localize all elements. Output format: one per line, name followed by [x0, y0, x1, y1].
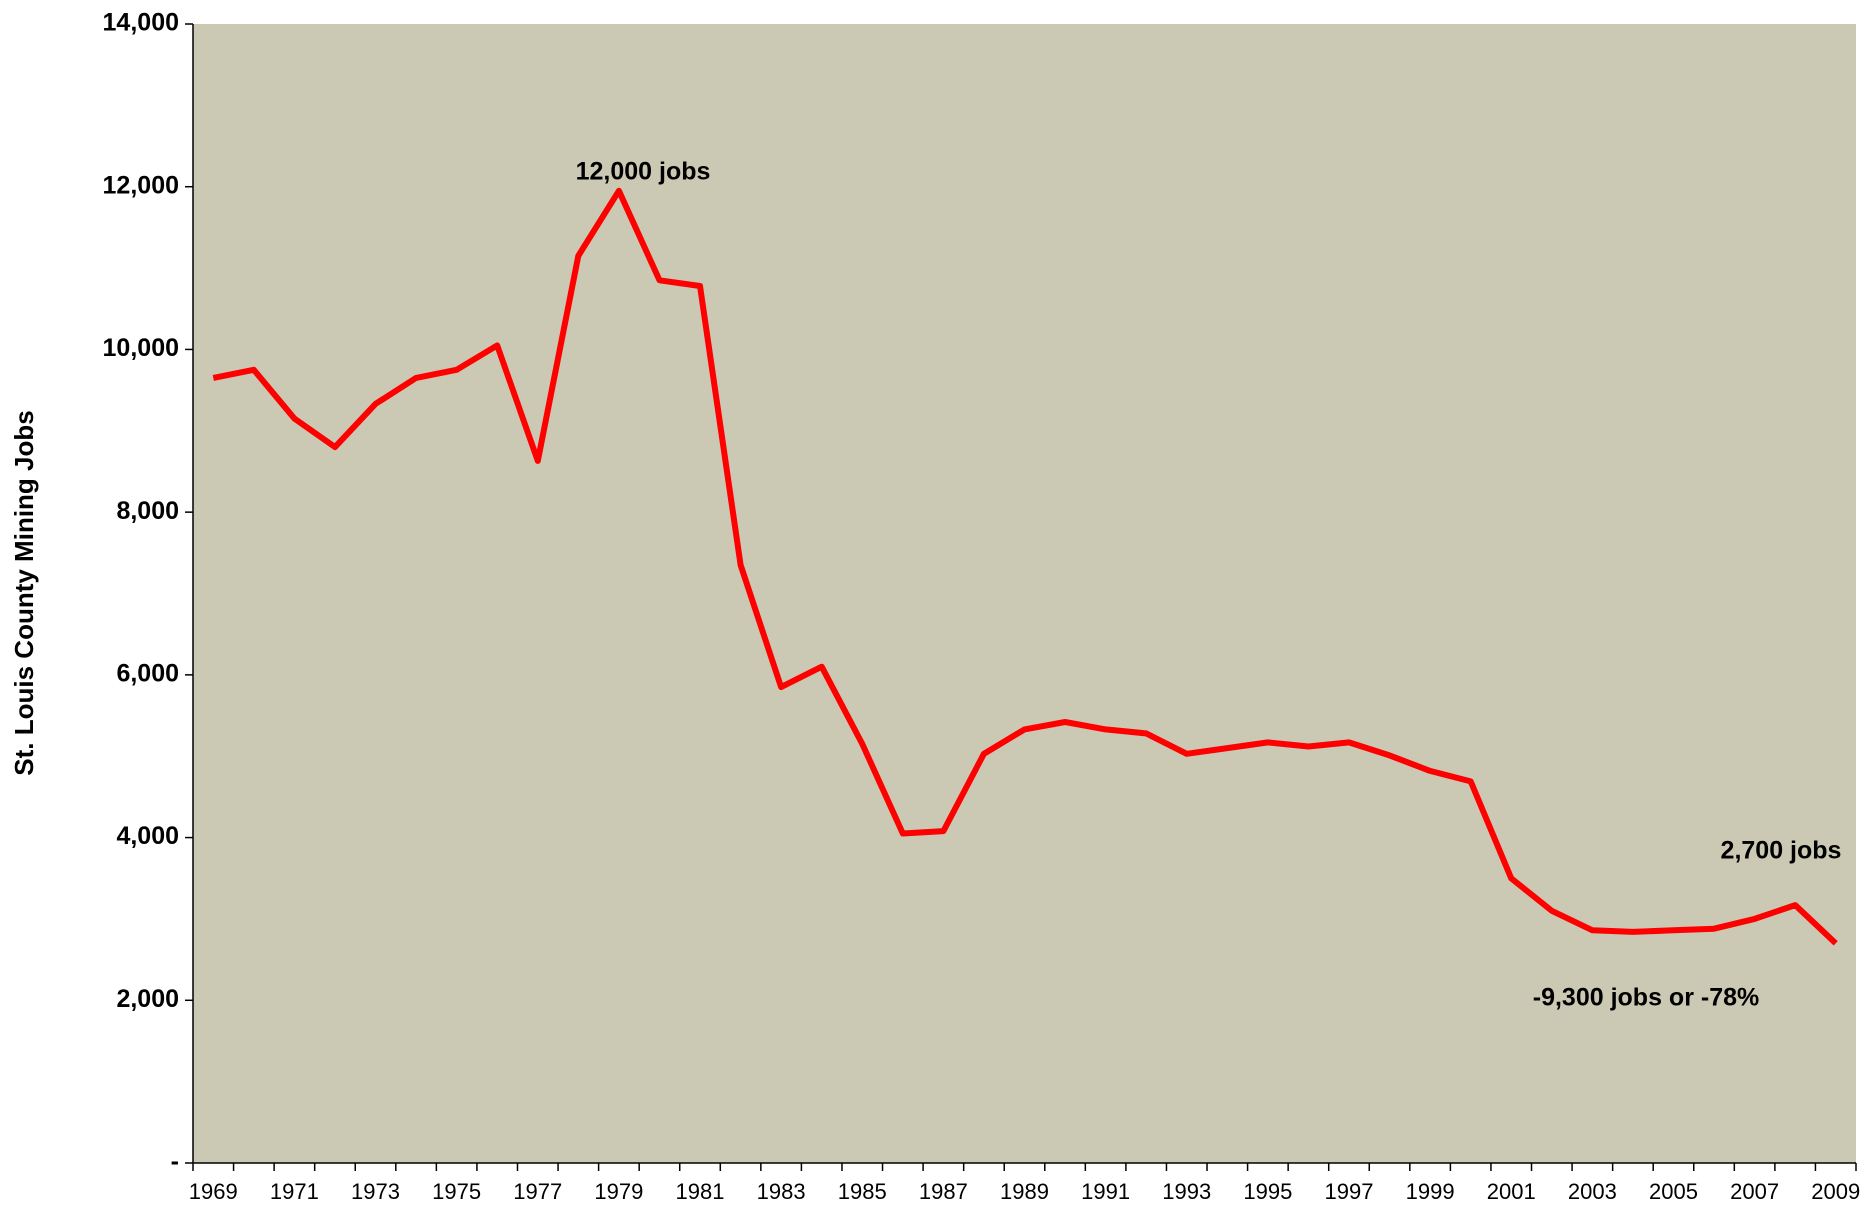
x-tick-label: 1989 [1000, 1179, 1049, 1204]
x-tick-label: 2001 [1487, 1179, 1536, 1204]
x-tick-label: 1983 [757, 1179, 806, 1204]
y-tick-label: 8,000 [116, 497, 179, 525]
x-tick-label: 1987 [919, 1179, 968, 1204]
annotation: 12,000 jobs [576, 158, 711, 186]
y-tick-label: 10,000 [103, 334, 179, 362]
x-tick-label: 2005 [1649, 1179, 1698, 1204]
x-tick-label: 1985 [838, 1179, 887, 1204]
x-tick-label: 1969 [189, 1179, 238, 1204]
data-line [212, 187, 1838, 946]
annotation: 2,700 jobs [1721, 837, 1842, 865]
x-tick-label: 1991 [1081, 1179, 1130, 1204]
plot-area [193, 24, 1856, 1163]
y-axis-label: St. Louis County Mining Jobs [9, 410, 39, 775]
x-tick-label: 2003 [1568, 1179, 1617, 1204]
x-tick-label: 1981 [676, 1179, 725, 1204]
y-tick-label: 2,000 [116, 985, 179, 1013]
x-tick-label: 1999 [1406, 1179, 1455, 1204]
x-tick-label: 1977 [513, 1179, 562, 1204]
x-tick-label: 1997 [1325, 1179, 1374, 1204]
x-tick-label: 1995 [1243, 1179, 1292, 1204]
y-tick-label: 14,000 [103, 9, 179, 37]
x-tick-label: 1979 [594, 1179, 643, 1204]
x-tick-label: 2007 [1730, 1179, 1779, 1204]
x-tick-label: 2009 [1811, 1179, 1860, 1204]
y-tick-label: 6,000 [116, 659, 179, 687]
y-tick-label: - [171, 1148, 179, 1176]
y-tick-label: 4,000 [116, 822, 179, 850]
x-tick-label: 1971 [270, 1179, 319, 1204]
annotation: -9,300 jobs or -78% [1533, 984, 1759, 1012]
y-tick-label: 12,000 [103, 171, 179, 199]
x-tick-label: 1993 [1162, 1179, 1211, 1204]
x-tick-label: 1975 [432, 1179, 481, 1204]
x-tick-label: 1973 [351, 1179, 400, 1204]
